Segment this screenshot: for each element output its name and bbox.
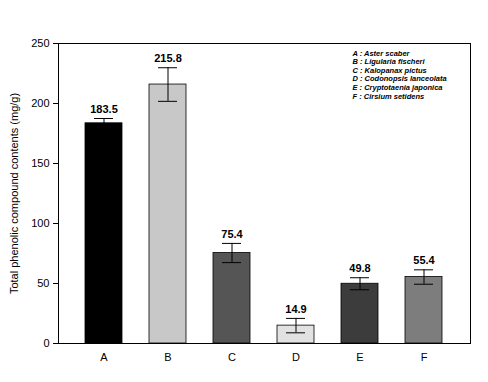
svg-text:14.9: 14.9 bbox=[285, 303, 306, 315]
svg-text:A : Aster scaberB : Ligularia: A : Aster scaberB : Ligularia fischeriC … bbox=[352, 49, 447, 101]
svg-text:100: 100 bbox=[31, 217, 49, 229]
svg-text:150: 150 bbox=[31, 157, 49, 169]
svg-text:55.4: 55.4 bbox=[413, 254, 435, 266]
svg-text:B: B bbox=[164, 351, 171, 363]
svg-text:75.4: 75.4 bbox=[221, 228, 243, 240]
svg-text:50: 50 bbox=[37, 277, 49, 289]
svg-text:E: E bbox=[356, 351, 363, 363]
svg-text:0: 0 bbox=[43, 337, 49, 349]
svg-text:A: A bbox=[100, 351, 108, 363]
svg-text:Total phenolic compound conten: Total phenolic compound contents (mg/g) bbox=[8, 93, 20, 294]
svg-text:49.8: 49.8 bbox=[349, 262, 370, 274]
svg-text:C: C bbox=[228, 351, 236, 363]
svg-text:250: 250 bbox=[31, 37, 49, 49]
svg-text:215.8: 215.8 bbox=[154, 52, 182, 64]
svg-text:D: D bbox=[292, 351, 300, 363]
svg-text:183.5: 183.5 bbox=[90, 103, 118, 115]
svg-text:200: 200 bbox=[31, 97, 49, 109]
svg-text:F: F bbox=[421, 351, 428, 363]
